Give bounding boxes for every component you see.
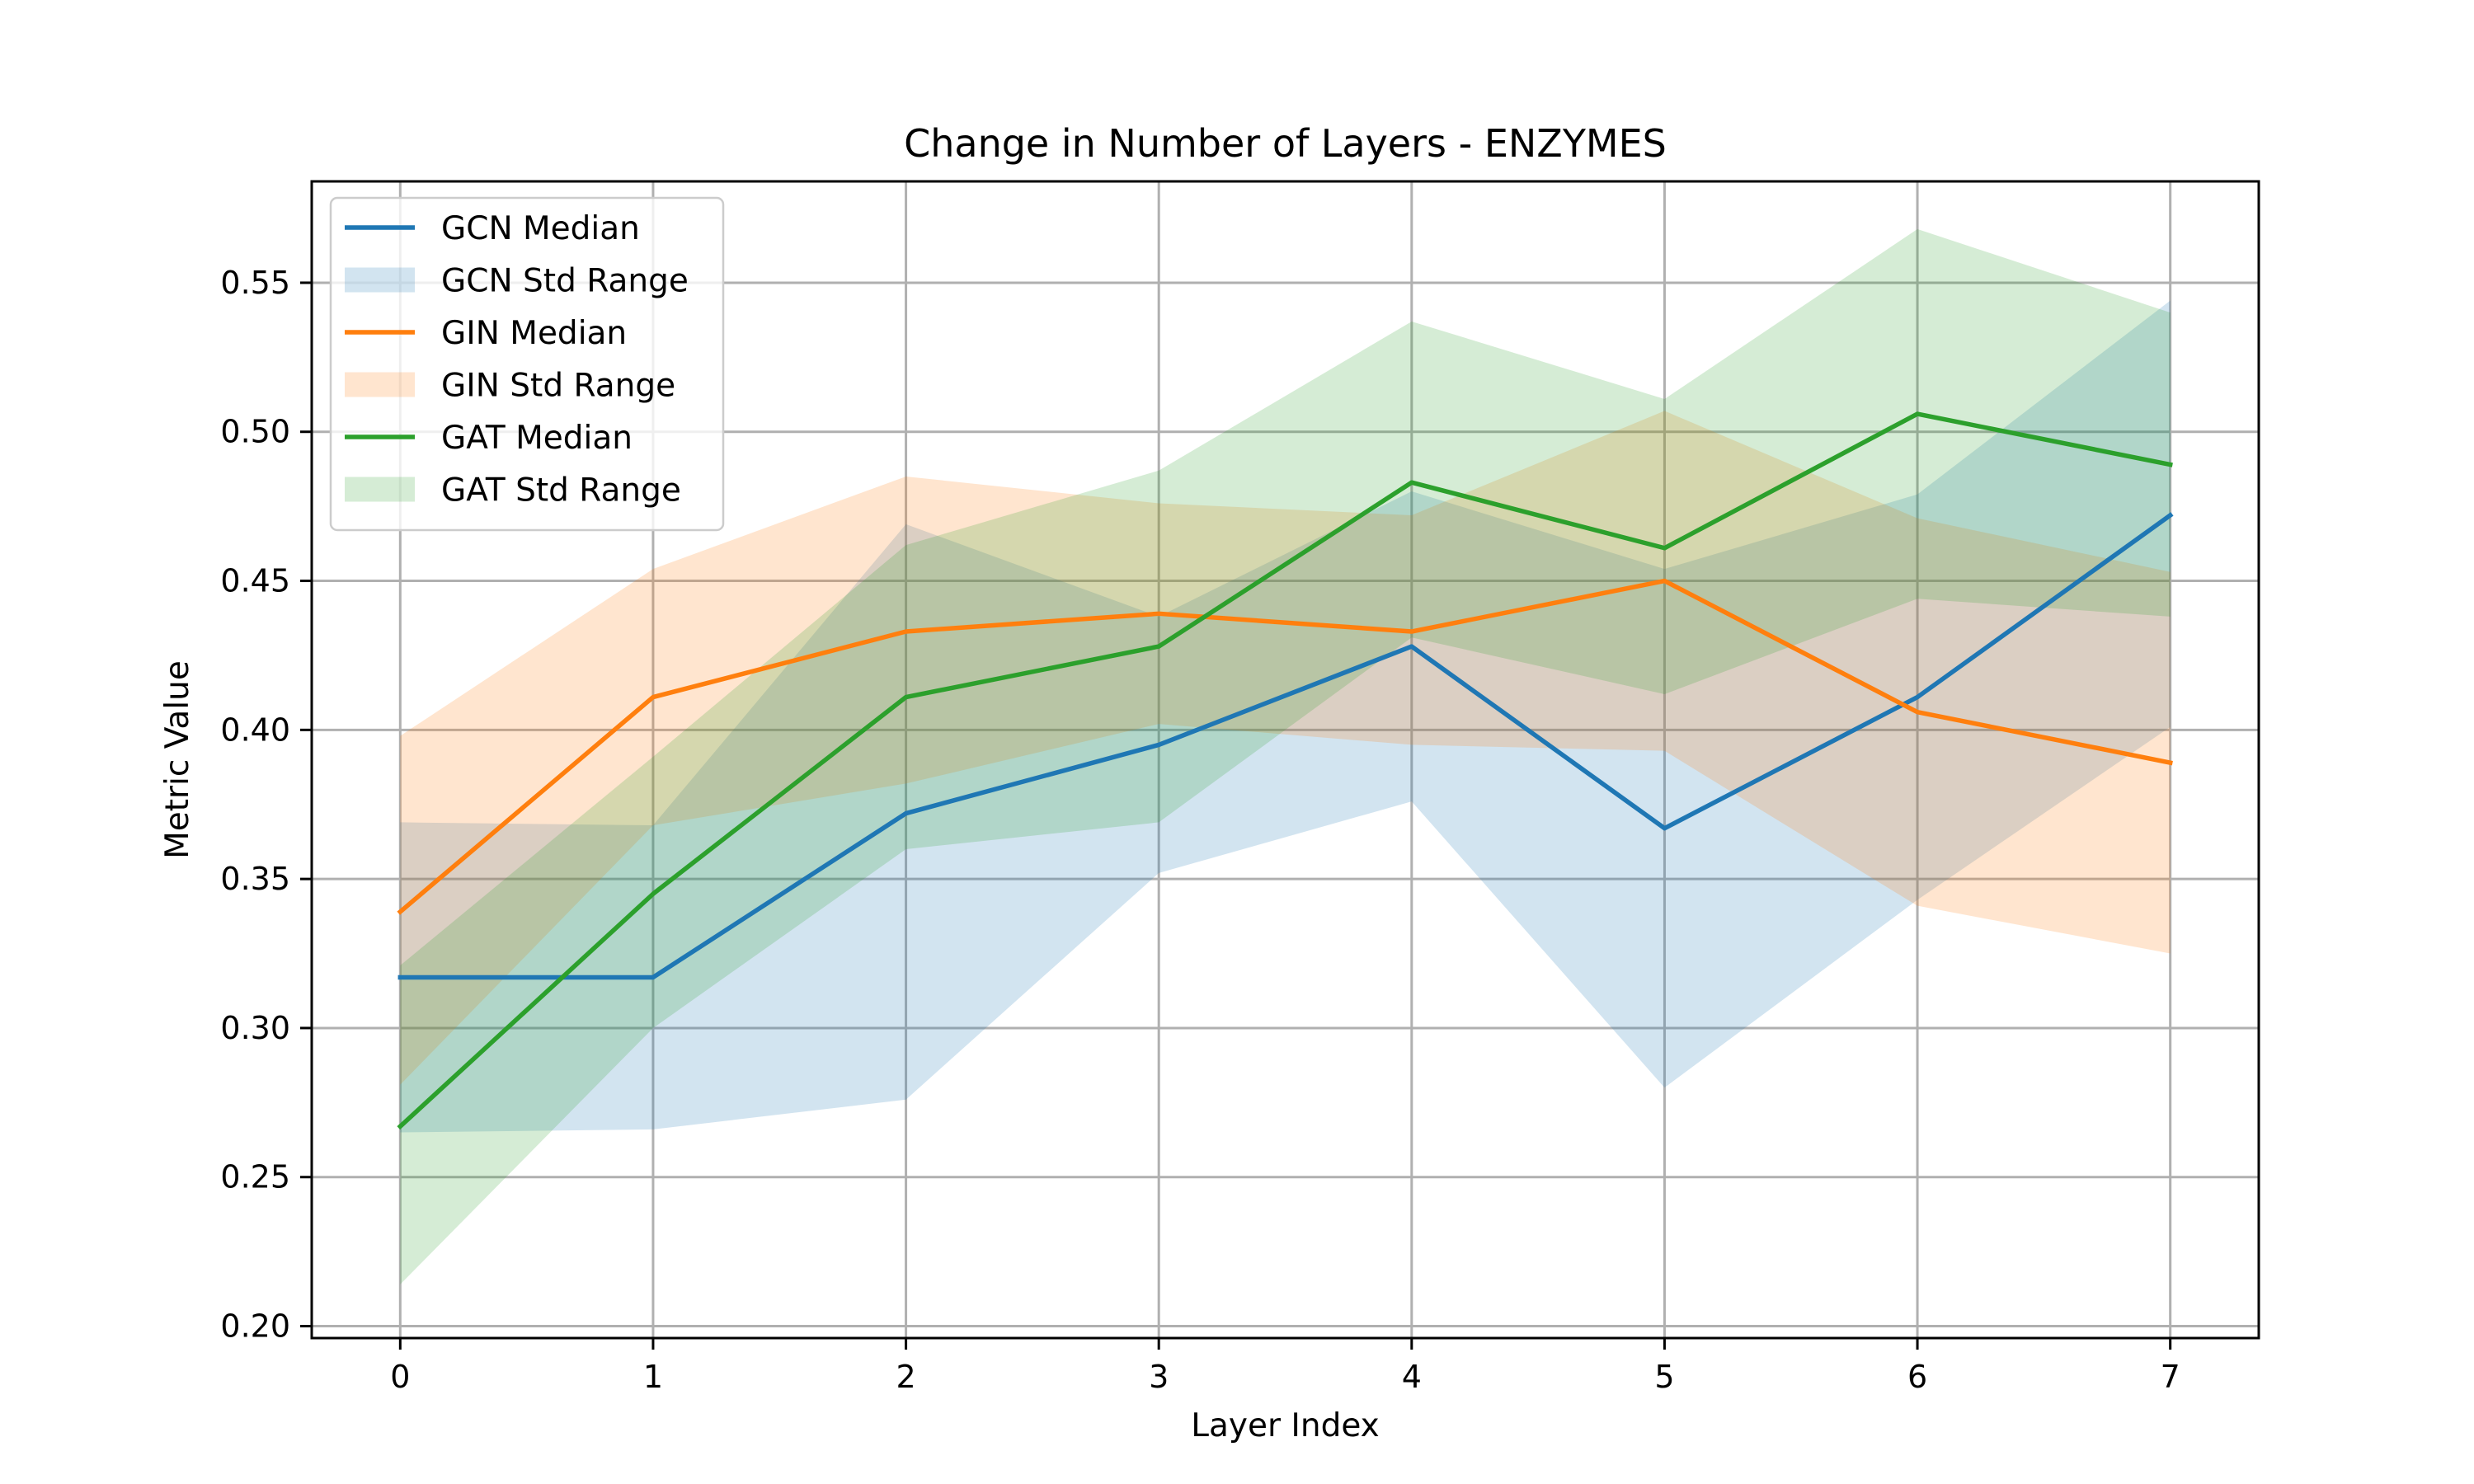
gin-std-range-band [400, 411, 2171, 1085]
legend-label-gin-std-range: GIN Std Range [441, 368, 675, 405]
y-tick-label: 0.50 [220, 414, 290, 450]
y-tick-label: 0.30 [220, 1010, 290, 1046]
x-tick-label: 1 [643, 1359, 663, 1395]
legend-swatch-gcn-std-range [345, 267, 415, 293]
x-tick-label: 3 [1149, 1359, 1169, 1395]
x-axis-label: Layer Index [1191, 1407, 1380, 1444]
gcn-median-line [397, 512, 2174, 980]
y-axis-ticks: 0.20 0.25 0.30 0.35 0.40 0.45 0.50 0.55 [220, 265, 312, 1345]
legend-label-gat-std-range: GAT Std Range [441, 472, 681, 510]
grid [312, 181, 2259, 1338]
legend-label-gat-median: GAT Median [441, 420, 633, 457]
legend-swatch-gat-std-range [345, 477, 415, 502]
plot-frame [310, 180, 2260, 1340]
gcn-std-range-band [400, 300, 2171, 1133]
y-tick-label: 0.25 [220, 1159, 290, 1195]
legend-label-gcn-median: GCN Median [441, 210, 640, 247]
gin-median-line [397, 578, 2173, 915]
legend-label-gcn-std-range: GCN Std Range [441, 263, 689, 300]
y-tick-label: 0.20 [220, 1308, 290, 1345]
legend-box [329, 196, 725, 532]
x-tick-label: 0 [390, 1359, 410, 1395]
legend-swatch-gin-std-range [345, 372, 415, 397]
x-axis-ticks: 0 1 2 3 4 5 6 7 [390, 1338, 2180, 1395]
y-axis-label: Metric Value [159, 660, 196, 859]
x-tick-label: 4 [1402, 1359, 1422, 1395]
x-tick-label: 2 [896, 1359, 915, 1395]
gat-median-line [397, 411, 2173, 1130]
x-tick-label: 6 [1907, 1359, 1927, 1395]
y-tick-label: 0.35 [220, 861, 290, 897]
y-tick-label: 0.55 [220, 265, 290, 301]
median-lines [397, 411, 2174, 1130]
x-tick-label: 5 [1654, 1359, 1674, 1395]
y-tick-label: 0.45 [220, 563, 290, 599]
legend-label-gin-median: GIN Median [441, 315, 627, 352]
gat-std-range-band [400, 228, 2171, 1284]
legend: GCN Median GCN Std Range GIN Median GIN Std… [329, 196, 725, 532]
x-tick-label: 7 [2161, 1359, 2180, 1395]
y-tick-label: 0.40 [220, 711, 290, 748]
std-range-bands [400, 228, 2171, 1284]
chart-title: Change in Number of Layers - ENZYMES [904, 121, 1667, 166]
